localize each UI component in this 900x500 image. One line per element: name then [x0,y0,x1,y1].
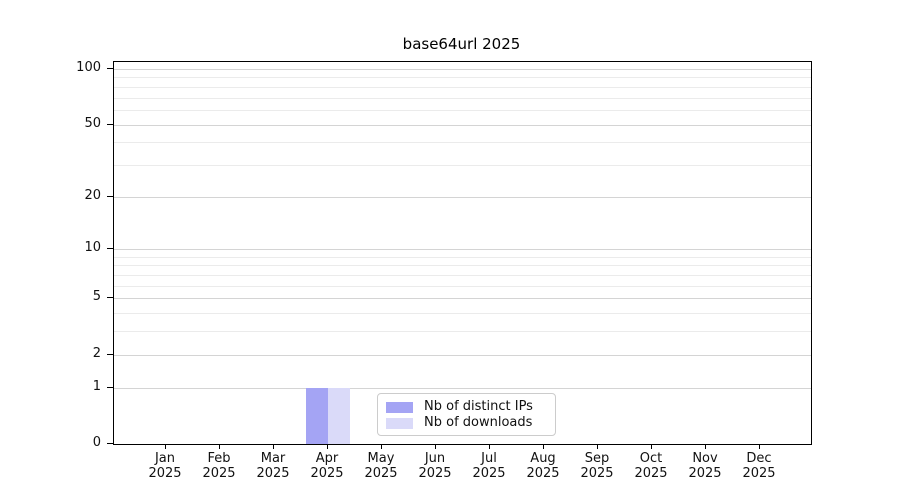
gridline-major [114,249,811,251]
legend-swatch [386,417,413,429]
gridline-major [114,68,811,70]
legend-label: Nb of downloads [424,415,533,430]
x-tick-mark [435,444,436,449]
gridline-minor [114,142,811,144]
x-tick-mark [165,444,166,449]
y-tick-label: 50 [84,115,101,131]
y-tick-label: 0 [92,435,101,450]
y-tick-label: 1 [92,378,101,394]
x-tick-label-oct: Oct 2025 [634,451,668,481]
gridline-minor [114,285,811,287]
chart-title: base64url 2025 [402,35,521,53]
x-tick-mark [489,444,490,449]
x-tick-mark [219,444,220,449]
y-tick-label: 100 [76,59,101,75]
legend-row: Nb of downloads [386,415,547,431]
y-tick-mark [107,123,113,125]
bar-nb-of-distinct-ips [306,387,328,444]
y-tick-mark [107,386,113,388]
y-tick-label: 5 [92,289,101,305]
gridline-minor [114,86,811,88]
x-tick-label-jun: Jun 2025 [418,451,452,481]
gridline-minor [114,265,811,267]
legend-label: Nb of distinct IPs [424,399,533,414]
gridline-minor [114,164,811,166]
y-tick-mark [107,248,113,250]
gridline-minor [114,331,811,333]
x-tick-mark [327,444,328,449]
y-tick-label: 10 [84,240,101,256]
legend-row: Nb of distinct IPs [386,399,547,415]
legend-swatch [386,401,413,413]
plot-area: Nb of distinct IPs Nb of downloads [113,61,812,445]
y-tick-mark [107,443,113,444]
gridline-major [114,354,811,356]
x-tick-label-aug: Aug 2025 [526,451,560,481]
x-tick-label-jan: Jan 2025 [148,451,182,481]
y-tick-mark [107,297,113,299]
x-tick-label-mar: Mar 2025 [256,451,290,481]
x-tick-label-feb: Feb 2025 [202,451,236,481]
x-tick-mark [597,444,598,449]
y-tick-mark [107,67,113,69]
gridline-major [114,124,811,126]
x-tick-mark [273,444,274,449]
x-tick-label-sep: Sep 2025 [580,451,614,481]
legend: Nb of distinct IPs Nb of downloads [377,393,556,436]
x-tick-label-apr: Apr 2025 [310,451,344,481]
gridline-major [114,196,811,198]
bar-nb-of-downloads [328,387,350,444]
gridline-minor [114,109,811,111]
y-tick-label: 20 [84,187,101,203]
gridline-major [114,387,811,389]
x-tick-label-jul: Jul 2025 [472,451,506,481]
x-tick-mark [543,444,544,449]
y-tick-label: 2 [92,345,101,361]
y-tick-mark [107,353,113,355]
x-tick-mark [381,444,382,449]
gridline-major [114,298,811,300]
x-tick-mark [705,444,706,449]
x-tick-mark [759,444,760,449]
y-tick-mark [107,195,113,197]
x-tick-label-may: May 2025 [364,451,398,481]
gridline-minor [114,77,811,79]
x-tick-label-nov: Nov 2025 [688,451,722,481]
gridline-minor [114,97,811,99]
x-tick-mark [651,444,652,449]
gridline-minor [114,275,811,276]
x-tick-label-dec: Dec 2025 [742,451,776,481]
gridline-minor [114,313,811,315]
gridline-minor [114,256,811,258]
